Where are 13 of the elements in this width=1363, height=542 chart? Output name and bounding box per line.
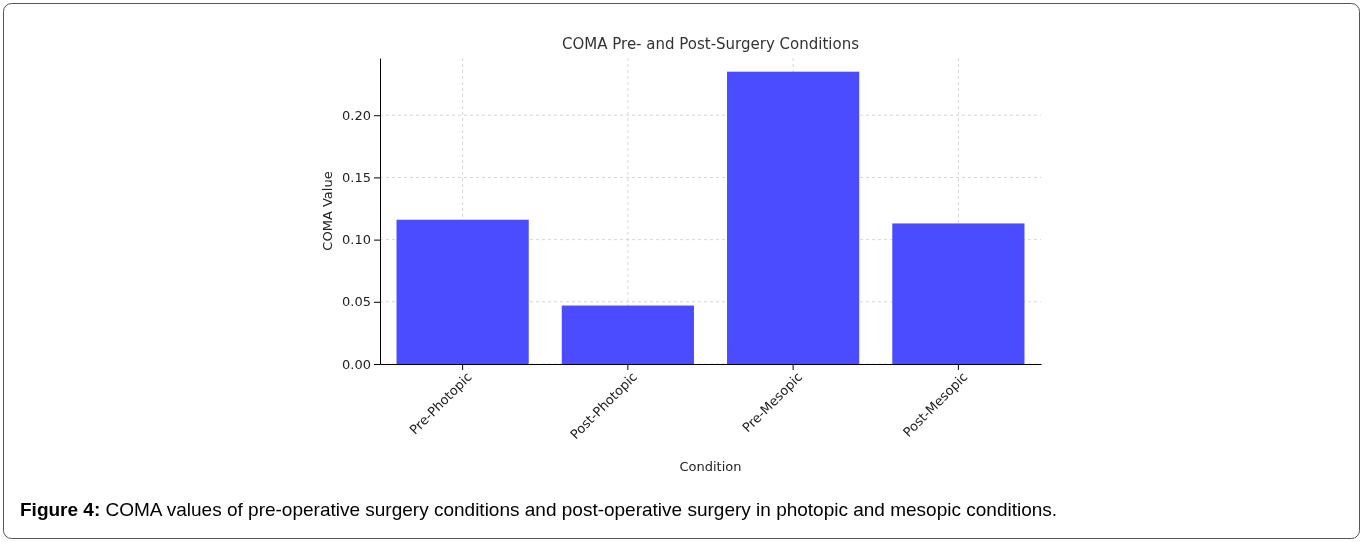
y-tick-label: 0.15 [342,170,371,186]
y-tick-label: 0.10 [342,232,371,248]
x-axis-title: Condition [679,459,742,474]
bar [561,305,694,364]
chart-title: COMA Pre- and Post-Surgery Conditions [562,35,860,53]
y-axis-title: COMA Value [320,171,335,251]
y-tick-label: 0.05 [342,294,371,310]
y-tick-label: 0.00 [342,356,371,372]
bar [727,71,860,364]
caption: Figure 4: COMA values of pre-operative surgery conditions and post-operative surgery in photopic and mesopic conditions. [20,499,1058,520]
bar [892,223,1025,364]
bar [396,219,529,364]
y-tick-label: 0.20 [342,107,371,123]
